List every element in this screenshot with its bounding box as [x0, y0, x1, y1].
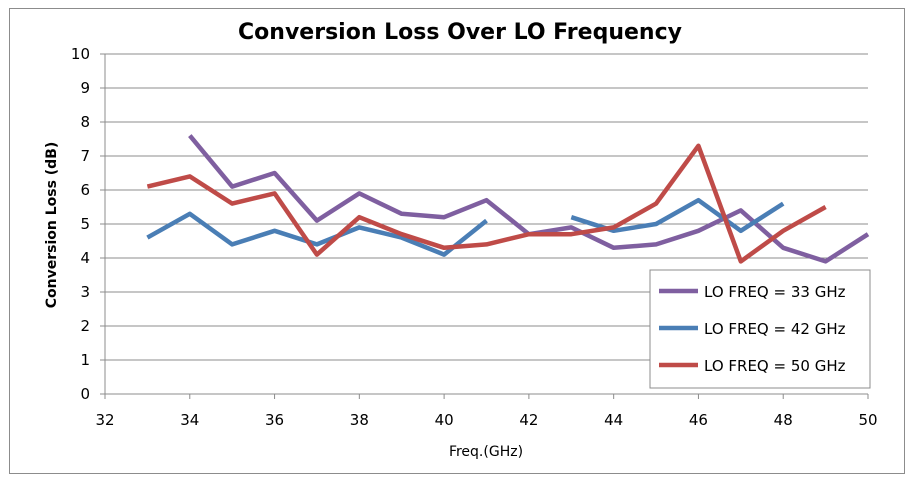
x-tick-label: 44 [604, 411, 623, 429]
legend: LO FREQ = 33 GHz LO FREQ = 42 GHz LO FREQ … [649, 269, 871, 389]
x-tick-label: 34 [180, 411, 199, 429]
y-axis-label: Conversion Loss (dB) [44, 142, 60, 309]
legend-label-3: LO FREQ = 50 GHz [704, 357, 846, 375]
x-tick-label: 38 [350, 411, 369, 429]
x-tick-label: 50 [858, 411, 877, 429]
y-tick-label: 8 [80, 113, 90, 131]
x-tick-label: 32 [95, 411, 114, 429]
legend-label-1: LO FREQ = 33 GHz [704, 283, 846, 301]
y-tick-label: 10 [71, 45, 90, 63]
x-tick-label: 36 [265, 411, 284, 429]
y-tick-label: 1 [80, 351, 90, 369]
series-line-2-segment-2 [570, 197, 785, 234]
legend-label-2: LO FREQ = 42 GHz [704, 320, 846, 338]
chart-frame [9, 8, 905, 474]
x-tick-label: 40 [435, 411, 454, 429]
series-line-3 [146, 143, 827, 264]
y-tick-label: 9 [80, 79, 90, 97]
y-tick-label: 0 [80, 385, 90, 403]
series-line-2-segment-1 [146, 211, 488, 257]
series-group [146, 134, 870, 264]
x-tick-label: 42 [519, 411, 538, 429]
y-tick-label: 7 [80, 147, 90, 165]
x-tick-label: 48 [774, 411, 793, 429]
y-tick-label: 4 [80, 249, 90, 267]
y-tick-label: 6 [80, 181, 90, 199]
x-tick-label: 46 [689, 411, 708, 429]
y-tick-label: 2 [80, 317, 90, 335]
x-axis-label: Freq.(GHz) [449, 444, 523, 460]
y-tick-label: 3 [80, 283, 90, 301]
chart-title: Conversion Loss Over LO Frequency [238, 20, 682, 45]
y-tick-label: 5 [80, 215, 90, 233]
